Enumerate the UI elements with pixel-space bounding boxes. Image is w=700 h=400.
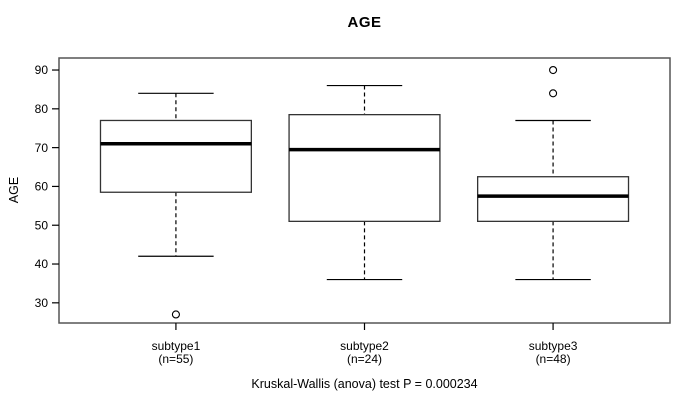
iqr-box	[476, 176, 630, 222]
x-tick-sublabel: (n=48)	[536, 352, 571, 366]
chart-title: AGE	[347, 14, 382, 31]
y-tick-label: 90	[35, 63, 49, 77]
x-tick-sublabel: (n=55)	[158, 352, 193, 366]
y-tick-label: 60	[35, 180, 49, 194]
caption-kruskal-wallis: Kruskal-Wallis (anova) test P = 0.000234	[251, 377, 478, 391]
x-tick-label: subtype1	[152, 339, 201, 353]
y-tick-label: 40	[35, 257, 49, 271]
x-tick-sublabel: (n=24)	[347, 352, 382, 366]
y-tick-label: 80	[35, 102, 49, 116]
outlier-point	[171, 310, 180, 319]
iqr-box	[99, 119, 253, 193]
iqr-box	[288, 113, 441, 222]
y-tick-label: 70	[35, 141, 49, 155]
y-tick-label: 30	[35, 296, 49, 310]
x-tick-label: subtype3	[529, 339, 578, 353]
x-tick-label: subtype2	[340, 339, 389, 353]
outlier-point	[549, 65, 558, 75]
outlier-point	[549, 89, 558, 98]
y-tick-label: 50	[35, 218, 49, 232]
